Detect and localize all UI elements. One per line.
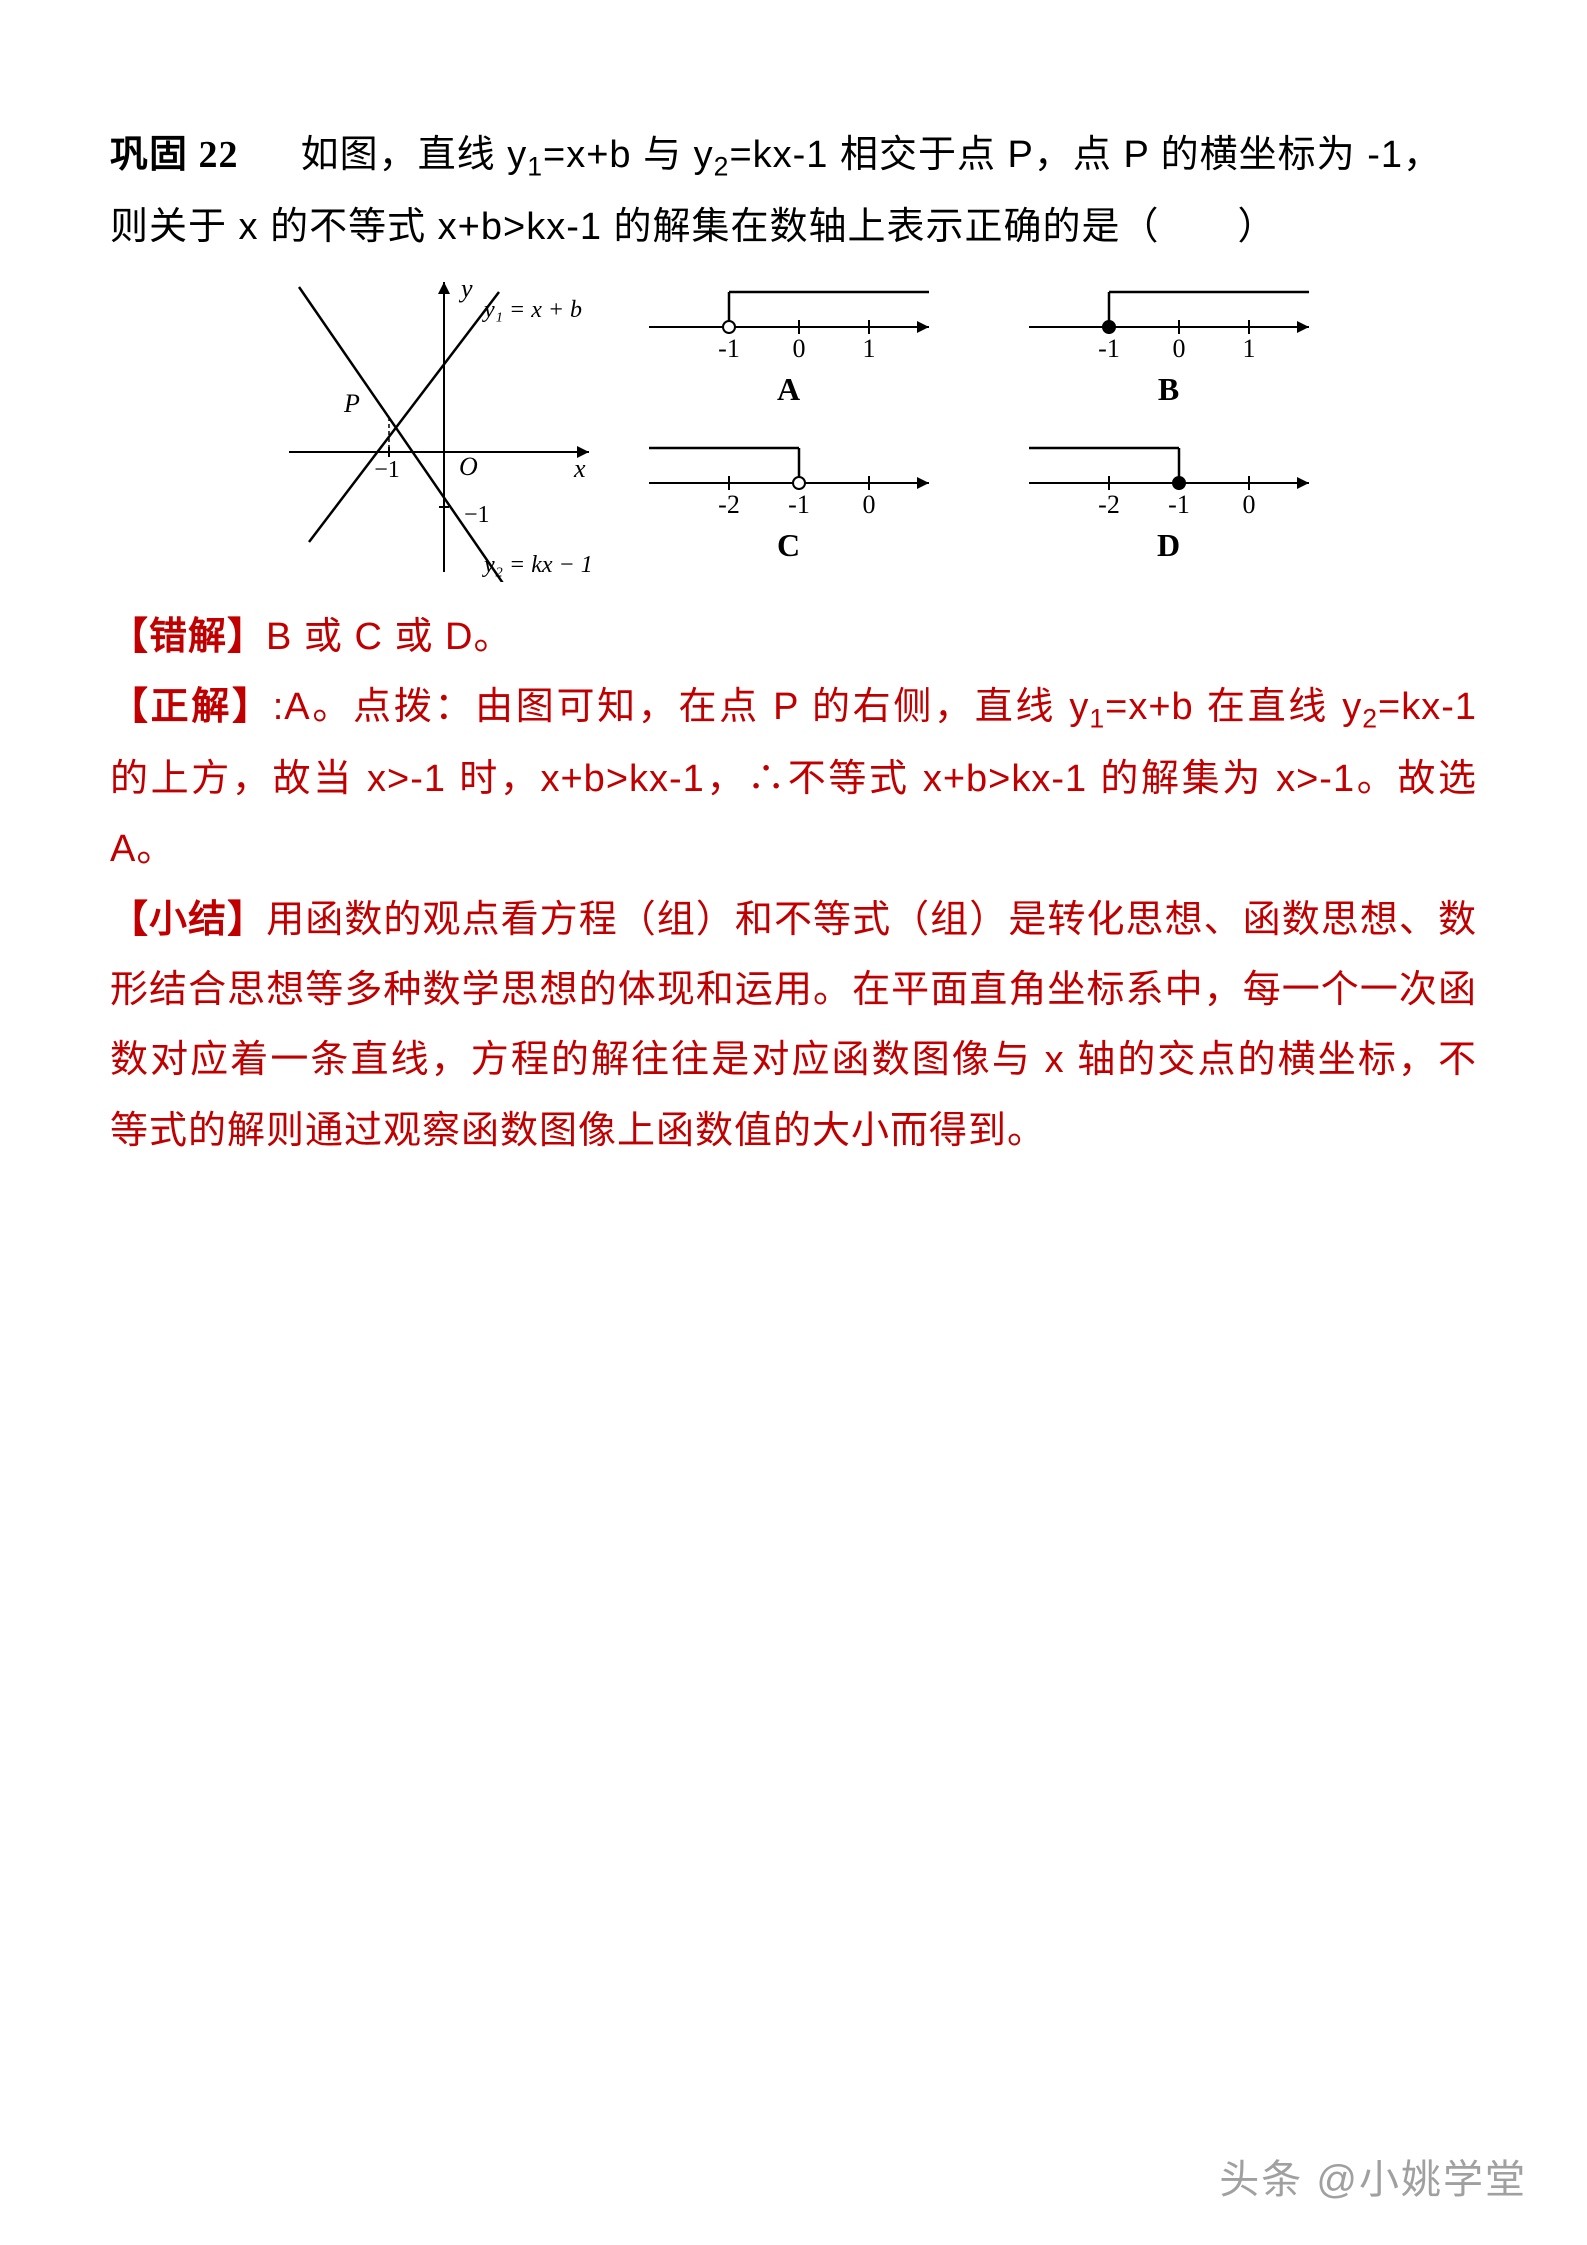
svg-text:0: 0 (1172, 334, 1185, 362)
svg-text:-2: -2 (718, 490, 740, 518)
svg-text:0: 0 (1242, 490, 1255, 518)
option-b-label: B (1019, 371, 1319, 408)
eq1-label: y₁ = x + b (482, 297, 582, 323)
option-c-label: C (639, 527, 939, 564)
svg-text:-2: -2 (1098, 490, 1120, 518)
c-d: 的上方，故当 x>-1 时，x+b>kx-1，∴不等式 x+b>kx-1 的解集… (110, 758, 1477, 870)
c-a: :A。点拨：由图可知，在点 P 的右侧，直线 y (273, 686, 1090, 728)
correct-tag: 【正解】 (110, 686, 273, 728)
option-c: -2 -1 0 C (639, 428, 939, 564)
wrong-text: B 或 C 或 D。 (266, 616, 512, 658)
tick-x-neg1: −1 (374, 457, 400, 483)
c-b: =x+b 在直线 y (1105, 686, 1362, 728)
svg-text:1: 1 (862, 334, 875, 362)
svg-text:-1: -1 (1098, 334, 1120, 362)
q-part1c: =kx-1 相交于点 P，点 P 的横坐标为 (729, 134, 1355, 176)
p-label: P (343, 389, 360, 418)
watermark: 头条 @小姚学堂 (1219, 2147, 1527, 2205)
option-d: -2 -1 0 D (1019, 428, 1319, 564)
coordinate-graph: −1 −1 O y x y₁ = x + b y₂ = kx − 1 P (269, 272, 609, 582)
q-part1b: =x+b 与 y (543, 134, 714, 176)
figures-row: −1 −1 O y x y₁ = x + b y₂ = kx − 1 P (110, 272, 1477, 582)
svg-text:-1: -1 (788, 490, 810, 518)
svg-text:0: 0 (862, 490, 875, 518)
wrong-tag: 【错解】 (110, 616, 266, 658)
svg-text:-1: -1 (1168, 490, 1190, 518)
option-a-label: A (639, 371, 939, 408)
x-axis-label: x (573, 454, 586, 483)
c-c: =kx-1 (1378, 686, 1477, 728)
summary: 【小结】用函数的观点看方程（组）和不等式（组）是转化思想、函数思想、数形结合思想… (110, 885, 1477, 1166)
numberline-options: -1 0 1 A -1 0 (639, 272, 1319, 564)
wrong-answer: 【错解】B 或 C 或 D。 (110, 602, 1477, 672)
svg-text:-1: -1 (718, 334, 740, 362)
origin-label: O (459, 452, 478, 481)
question-text: 巩固 22 如图，直线 y1=x+b 与 y2=kx-1 相交于点 P，点 P … (110, 120, 1477, 262)
svg-text:0: 0 (792, 334, 805, 362)
correct-answer: 【正解】:A。点拨：由图可知，在点 P 的右侧，直线 y1=x+b 在直线 y2… (110, 672, 1477, 884)
summary-tag: 【小结】 (110, 899, 266, 941)
q-part1a: 如图，直线 y (301, 134, 528, 176)
tick-y-neg1: −1 (464, 502, 490, 528)
option-d-label: D (1019, 527, 1319, 564)
option-b: -1 0 1 B (1019, 272, 1319, 408)
eq2-label: y₂ = kx − 1 (482, 552, 593, 578)
summary-text: 用函数的观点看方程（组）和不等式（组）是转化思想、函数思想、数形结合思想等多种数… (110, 899, 1477, 1152)
question-label: 巩固 22 (110, 134, 239, 176)
svg-text:1: 1 (1242, 334, 1255, 362)
option-a: -1 0 1 A (639, 272, 939, 408)
y-axis-label: y (458, 274, 473, 303)
